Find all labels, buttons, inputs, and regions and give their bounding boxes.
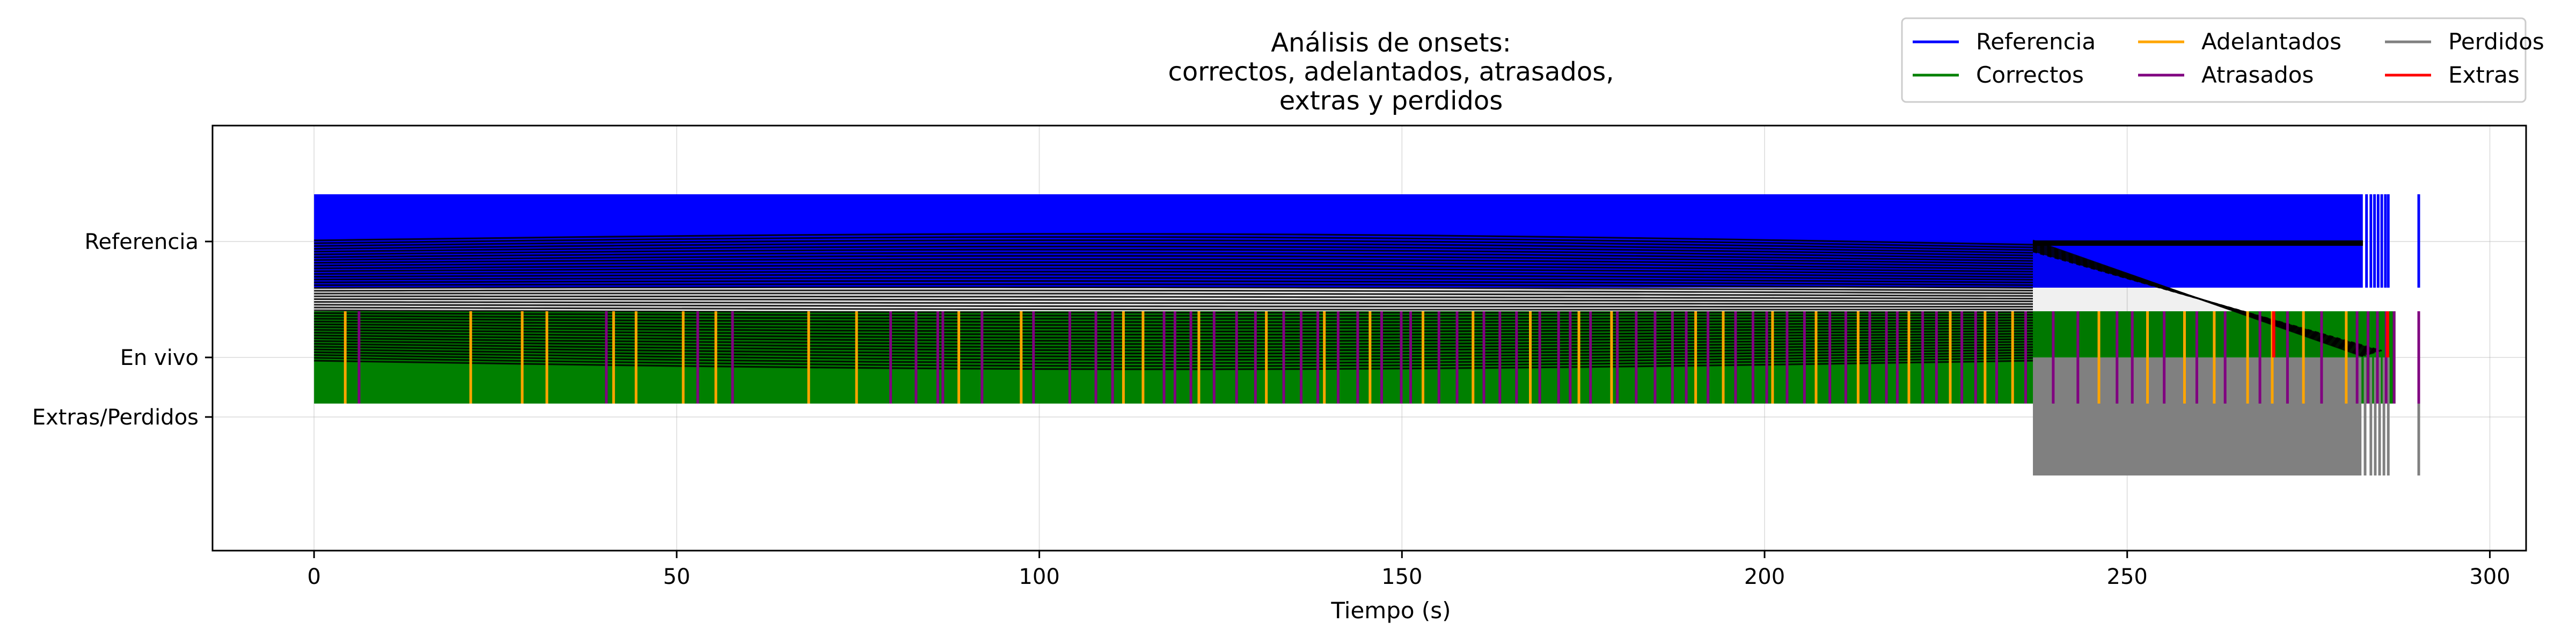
association-line xyxy=(314,357,2033,367)
association-line xyxy=(314,280,2033,286)
association-line xyxy=(314,264,2033,273)
association-shade xyxy=(314,240,2363,356)
x-tick-label: 150 xyxy=(1381,565,1422,589)
association-line xyxy=(314,318,2033,323)
legend-label-extras: Extras xyxy=(2448,62,2520,88)
association-line xyxy=(314,258,2033,267)
y-tick-label: En vivo xyxy=(120,346,199,370)
association-line xyxy=(314,277,2033,283)
chart-title-line-2: correctos, adelantados, atrasados, xyxy=(1168,57,1614,87)
association-line xyxy=(314,295,2033,300)
association-line xyxy=(314,301,2033,305)
chart-marks xyxy=(314,194,2420,475)
x-tick-label: 50 xyxy=(663,565,690,589)
association-line xyxy=(314,248,2033,259)
association-line xyxy=(314,354,2033,364)
chart-title-line-1: Análisis de onsets: xyxy=(1271,28,1511,58)
chart-title-line-3: extras y perdidos xyxy=(1279,86,1503,116)
association-line xyxy=(314,340,2033,348)
association-line xyxy=(314,337,2033,345)
association-line xyxy=(314,323,2033,330)
association-line xyxy=(314,320,2033,326)
legend-label-adelantados: Adelantados xyxy=(2201,28,2341,55)
association-line xyxy=(314,233,2033,246)
x-tick-label: 300 xyxy=(2469,565,2510,589)
association-line xyxy=(314,283,2033,289)
association-line xyxy=(314,334,2033,342)
y-tick-label: Extras/Perdidos xyxy=(32,405,199,430)
association-line xyxy=(314,309,2033,314)
association-line xyxy=(314,360,2033,370)
association-line xyxy=(314,315,2033,320)
legend-label-perdidos: Perdidos xyxy=(2448,28,2544,55)
legend-label-correctos: Correctos xyxy=(1976,62,2084,88)
association-line xyxy=(314,332,2033,339)
association-line xyxy=(314,239,2033,251)
association-line xyxy=(314,286,2033,292)
y-tick-label: Referencia xyxy=(85,230,199,254)
association-line xyxy=(314,255,2033,265)
association-line xyxy=(314,346,2033,355)
association-line xyxy=(314,326,2033,333)
legend-box xyxy=(1901,17,2527,103)
y-axis-ticks: Referencia En vivo Extras/Perdidos xyxy=(32,230,213,430)
association-line xyxy=(314,270,2033,278)
association-line xyxy=(314,298,2033,303)
association-edge xyxy=(2033,240,2363,246)
association-line xyxy=(314,236,2033,248)
association-line xyxy=(314,312,2033,317)
association-line xyxy=(314,242,2033,254)
association-line xyxy=(314,343,2033,352)
association-line xyxy=(314,306,2033,311)
association-lines xyxy=(314,233,2382,370)
association-line xyxy=(314,245,2033,257)
association-line xyxy=(314,267,2033,275)
association-line xyxy=(314,289,2033,295)
x-axis-label: Tiempo (s) xyxy=(1330,597,1451,624)
association-line xyxy=(314,292,2033,297)
plot-frame xyxy=(211,125,2527,552)
x-axis-ticks: 0 50 100 150 200 250 300 xyxy=(307,551,2511,589)
legend-label-referencia: Referencia xyxy=(1976,28,2096,55)
legend-label-atrasados: Atrasados xyxy=(2201,62,2314,88)
x-tick-label: 250 xyxy=(2107,565,2148,589)
x-tick-label: 200 xyxy=(1744,565,1785,589)
association-line xyxy=(314,348,2033,358)
association-line xyxy=(314,252,2033,262)
x-tick-label: 0 xyxy=(307,565,320,589)
association-line xyxy=(314,274,2033,281)
association-line xyxy=(314,329,2033,336)
association-converge-line xyxy=(2032,251,2382,352)
x-tick-label: 100 xyxy=(1019,565,1059,589)
association-line xyxy=(314,261,2033,270)
association-line xyxy=(314,304,2033,308)
association-line xyxy=(314,351,2033,361)
legend: Referencia Correctos Adelantados Atrasados P… xyxy=(1901,17,2544,103)
